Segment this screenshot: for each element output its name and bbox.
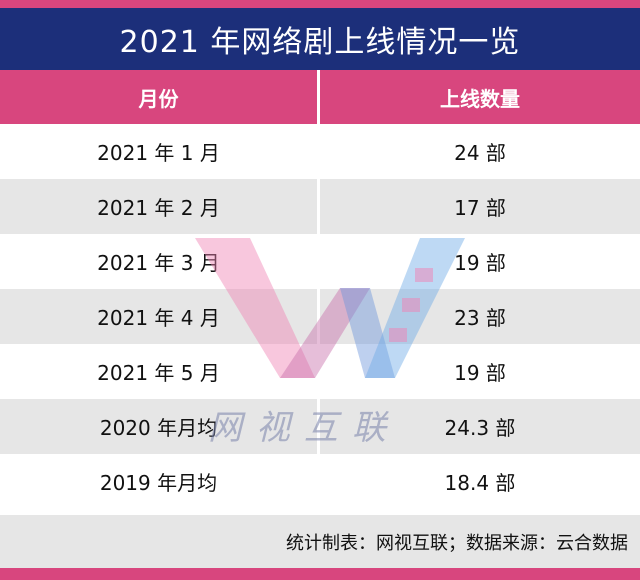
table-row: 2019 年月均 18.4 部 xyxy=(0,454,640,509)
table-row: 2021 年 5 月 19 部 xyxy=(0,344,640,399)
header-count: 上线数量 xyxy=(440,86,520,111)
cell-count: 18.4 部 xyxy=(444,471,516,495)
bottom-accent-stripe xyxy=(0,568,640,580)
cell-count: 24 部 xyxy=(454,141,506,165)
cell-month: 2021 年 3 月 xyxy=(0,234,320,289)
header-month: 月份 xyxy=(0,70,320,124)
source-footer: 统计制表：网视互联；数据来源：云合数据 xyxy=(0,515,640,568)
cell-month: 2021 年 2 月 xyxy=(0,179,320,234)
cell-count: 23 部 xyxy=(454,306,506,330)
table-row: 2021 年 1 月 24 部 xyxy=(0,124,640,179)
top-accent-stripe xyxy=(0,0,640,8)
table-row: 2021 年 3 月 19 部 xyxy=(0,234,640,289)
cell-count: 19 部 xyxy=(454,361,506,385)
cell-month: 2021 年 1 月 xyxy=(0,124,320,179)
cell-month: 2021 年 5 月 xyxy=(0,344,320,399)
table-header: 月份 上线数量 xyxy=(0,70,640,124)
table-row: 2020 年月均 24.3 部 xyxy=(0,399,640,454)
cell-count: 24.3 部 xyxy=(444,416,516,440)
table-row: 2021 年 4 月 23 部 xyxy=(0,289,640,344)
cell-month: 2020 年月均 xyxy=(0,399,320,454)
data-table: 月份 上线数量 2021 年 1 月 24 部 2021 年 2 月 17 部 … xyxy=(0,70,640,509)
cell-count: 19 部 xyxy=(454,251,506,275)
page-title: 2021 年网络剧上线情况一览 xyxy=(0,8,640,70)
cell-month: 2019 年月均 xyxy=(0,454,320,509)
cell-count: 17 部 xyxy=(454,196,506,220)
table-row: 2021 年 2 月 17 部 xyxy=(0,179,640,234)
cell-month: 2021 年 4 月 xyxy=(0,289,320,344)
